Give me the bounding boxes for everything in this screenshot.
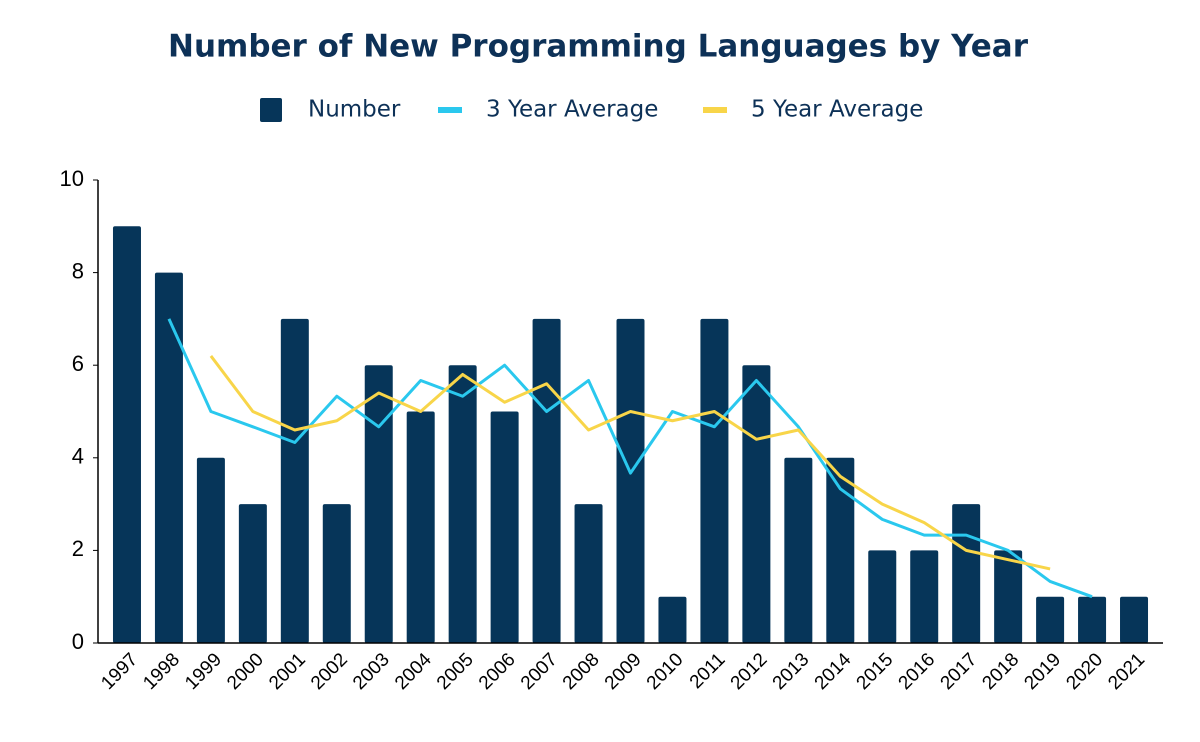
bar (1078, 596, 1107, 643)
x-tick-label: 2002 (307, 649, 352, 694)
y-tick-label: 0 (72, 629, 84, 654)
bar (490, 411, 519, 643)
bar (238, 504, 267, 643)
x-tick-label: 2009 (601, 649, 646, 694)
bar (196, 457, 225, 643)
bar (154, 272, 183, 643)
bar (1036, 596, 1065, 643)
bar (322, 504, 351, 643)
x-tick-label: 2018 (978, 649, 1023, 694)
x-tick-label: 2019 (1020, 649, 1065, 694)
x-tick-label: 2011 (686, 649, 730, 693)
x-tick-label: 2013 (769, 649, 814, 694)
x-tick-label: 1998 (139, 649, 184, 694)
x-tick-label: 2007 (517, 649, 562, 694)
bar (532, 318, 561, 643)
legend-label: 3 Year Average (486, 97, 658, 123)
legend-marker (260, 98, 282, 122)
bar (574, 504, 603, 643)
x-tick-label: 1999 (181, 649, 226, 694)
bar (994, 550, 1023, 643)
bar (280, 318, 309, 643)
y-tick-label: 6 (72, 351, 84, 376)
bar (112, 226, 141, 644)
legend-label: 5 Year Average (751, 97, 923, 123)
bar (1120, 596, 1149, 643)
y-tick-label: 4 (72, 444, 84, 469)
y-tick-label: 10 (60, 166, 84, 191)
bar (406, 411, 435, 643)
y-tick-label: 8 (72, 258, 84, 283)
bar (784, 457, 813, 643)
x-tick-label: 2006 (475, 649, 520, 694)
line-series (209, 355, 1051, 571)
x-tick-label: 2012 (727, 649, 772, 694)
bar (868, 550, 897, 643)
x-tick-label: 2003 (349, 649, 394, 694)
legend-label: Number (308, 97, 401, 123)
x-tick-label: 2001 (265, 649, 310, 694)
x-tick-label: 2015 (853, 649, 898, 694)
bar (616, 318, 645, 643)
bar (952, 504, 981, 643)
bar (910, 550, 939, 643)
bar (658, 596, 687, 643)
bar (700, 318, 729, 643)
x-tick-label: 2017 (937, 649, 982, 694)
x-tick-label: 2010 (643, 649, 688, 694)
x-tick-label: 2004 (391, 649, 436, 694)
x-tick-label: 2014 (811, 649, 856, 694)
bar (448, 365, 477, 643)
x-tick-label: 1997 (97, 649, 142, 694)
bar (364, 365, 393, 643)
x-tick-label: 2016 (895, 649, 940, 694)
x-tick-label: 2020 (1062, 649, 1107, 694)
y-tick-label: 2 (72, 536, 84, 561)
x-tick-label: 2005 (433, 649, 478, 694)
chart-title: Number of New Programming Languages by Y… (168, 29, 1029, 65)
x-tick-label: 2021 (1104, 649, 1149, 694)
x-tick-label: 2008 (559, 649, 604, 694)
bar (742, 365, 771, 643)
x-tick-label: 2000 (223, 649, 268, 694)
line-series (167, 318, 1093, 599)
bar (826, 457, 855, 643)
